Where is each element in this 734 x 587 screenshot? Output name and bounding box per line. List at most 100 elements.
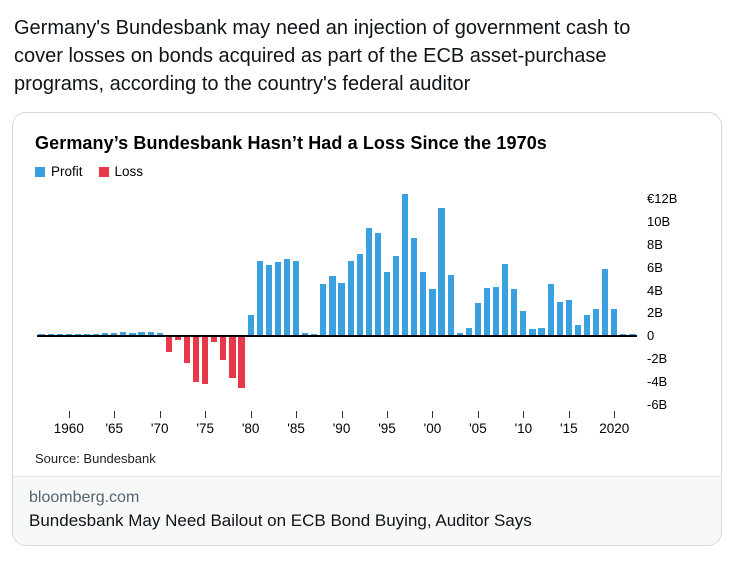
bar-1992 xyxy=(356,253,363,337)
x-axis-tick xyxy=(114,411,116,418)
bar-1999 xyxy=(420,272,427,337)
bar-1985 xyxy=(293,260,300,337)
bar-1984 xyxy=(283,258,291,337)
bar-1972 xyxy=(174,336,181,340)
card-headline[interactable]: Bundesbank May Need Bailout on ECB Bond … xyxy=(29,511,532,530)
bar-1973 xyxy=(183,336,191,363)
x-axis-label: 1960 xyxy=(53,421,84,436)
bar-2007 xyxy=(493,287,500,337)
y-axis-label: -4B xyxy=(647,374,668,390)
x-axis-tick xyxy=(387,411,388,418)
bar-1990 xyxy=(338,282,345,337)
x-axis-tick xyxy=(614,411,616,418)
y-axis-label: 6B xyxy=(647,259,663,275)
profit-swatch-icon xyxy=(35,166,45,177)
bar-1970 xyxy=(156,332,163,337)
bar-2016 xyxy=(574,324,581,337)
legend-item-loss: Loss xyxy=(98,164,144,179)
bar-1974 xyxy=(193,336,200,383)
bar-1964 xyxy=(102,333,109,337)
x-axis-tick xyxy=(68,411,70,418)
legend-label: Loss xyxy=(114,164,144,179)
y-axis-label: 4B xyxy=(647,282,663,298)
card-domain[interactable]: bloomberg.com xyxy=(29,489,140,506)
bar-1971 xyxy=(165,336,172,353)
post-text: Germany's Bundesbank may need an injecti… xyxy=(14,17,631,95)
x-axis-tick xyxy=(250,411,252,418)
loss-swatch-icon xyxy=(98,166,109,177)
bar-1979 xyxy=(238,336,245,388)
chart-plot: 1960 '65 '70 '75 '80 '85 '90 '95 '00 '05 '10 '15 202… xyxy=(37,194,637,436)
chart-title: Germany’s Bundesbank Hasn’t Had a Loss S… xyxy=(35,133,547,153)
bar-1998 xyxy=(411,237,418,337)
y-axis-label: 8B xyxy=(647,236,663,252)
x-axis-tick xyxy=(568,411,570,418)
bar-1989 xyxy=(329,275,336,337)
bar-2015 xyxy=(565,299,572,337)
y-axis-label: 10B xyxy=(647,213,671,229)
x-axis-label: '15 xyxy=(560,421,578,436)
bar-2002 xyxy=(447,274,454,337)
bar-2017 xyxy=(583,314,591,337)
y-axis-label: 0 xyxy=(647,328,655,344)
bar-2012 xyxy=(538,328,545,337)
bar-1968 xyxy=(138,331,145,337)
bar-2004 xyxy=(465,328,472,337)
y-axis-label: 2B xyxy=(647,305,663,321)
x-axis-tick xyxy=(523,411,525,418)
bar-1993 xyxy=(365,227,372,337)
bar-1978 xyxy=(229,336,236,378)
bar-1995 xyxy=(383,272,391,337)
bar-1988 xyxy=(320,283,327,337)
bar-1983 xyxy=(274,261,281,337)
bar-1965 xyxy=(111,332,118,337)
x-axis-label: '75 xyxy=(196,421,214,436)
x-axis-tick xyxy=(477,411,479,418)
chart: Germany’s Bundesbank Hasn’t Had a Loss S… xyxy=(13,113,721,476)
bar-1996 xyxy=(393,256,400,337)
bar-2001 xyxy=(438,208,445,337)
x-axis-label: '65 xyxy=(105,421,124,436)
chart-legend: Profit Loss xyxy=(35,164,699,179)
bar-1976 xyxy=(211,336,218,343)
legend-label: Profit xyxy=(51,164,83,179)
bar-1975 xyxy=(202,336,209,385)
x-axis-tick xyxy=(159,411,161,418)
bar-2018 xyxy=(593,308,600,337)
x-axis-label: 2020 xyxy=(599,421,630,436)
bar-1977 xyxy=(220,336,227,361)
bar-2010 xyxy=(520,311,527,337)
legend-item-profit: Profit xyxy=(35,164,83,179)
x-axis-tick xyxy=(296,411,298,418)
x-axis-label: '80 xyxy=(241,421,260,436)
bar-1987 xyxy=(311,334,318,337)
bar-2006 xyxy=(483,288,491,337)
x-axis-label: '10 xyxy=(514,421,533,436)
y-axis-label: €12B xyxy=(647,191,678,206)
x-axis-tick xyxy=(432,411,434,418)
chart-area: 1960 '65 '70 '75 '80 '85 '90 '95 '00 '05 '10 '15 202… xyxy=(35,191,699,439)
bar-1980 xyxy=(247,314,254,337)
bar-1967 xyxy=(129,332,136,337)
zero-axis-line xyxy=(37,335,637,338)
x-axis-tick xyxy=(205,411,207,418)
link-card[interactable]: Germany’s Bundesbank Hasn’t Had a Loss S… xyxy=(12,112,722,546)
bar-1982 xyxy=(265,265,272,337)
bar-2000 xyxy=(429,289,436,337)
bar-2014 xyxy=(556,302,563,337)
bar-2003 xyxy=(456,333,463,337)
bar-1997 xyxy=(402,194,409,337)
bar-2005 xyxy=(474,303,481,337)
bar-1994 xyxy=(374,233,381,337)
bar-1966 xyxy=(120,332,127,337)
bar-2009 xyxy=(511,289,518,337)
x-axis-label: '00 xyxy=(423,421,442,436)
x-axis-label: '85 xyxy=(287,421,305,436)
x-axis-label: '70 xyxy=(150,421,169,436)
bar-1963 xyxy=(93,334,100,337)
bar-2020 xyxy=(611,308,618,337)
bar-2013 xyxy=(547,283,554,337)
x-axis-label: '05 xyxy=(469,421,487,436)
y-axis-label: -6B xyxy=(647,397,668,412)
x-axis-tick xyxy=(341,411,343,418)
